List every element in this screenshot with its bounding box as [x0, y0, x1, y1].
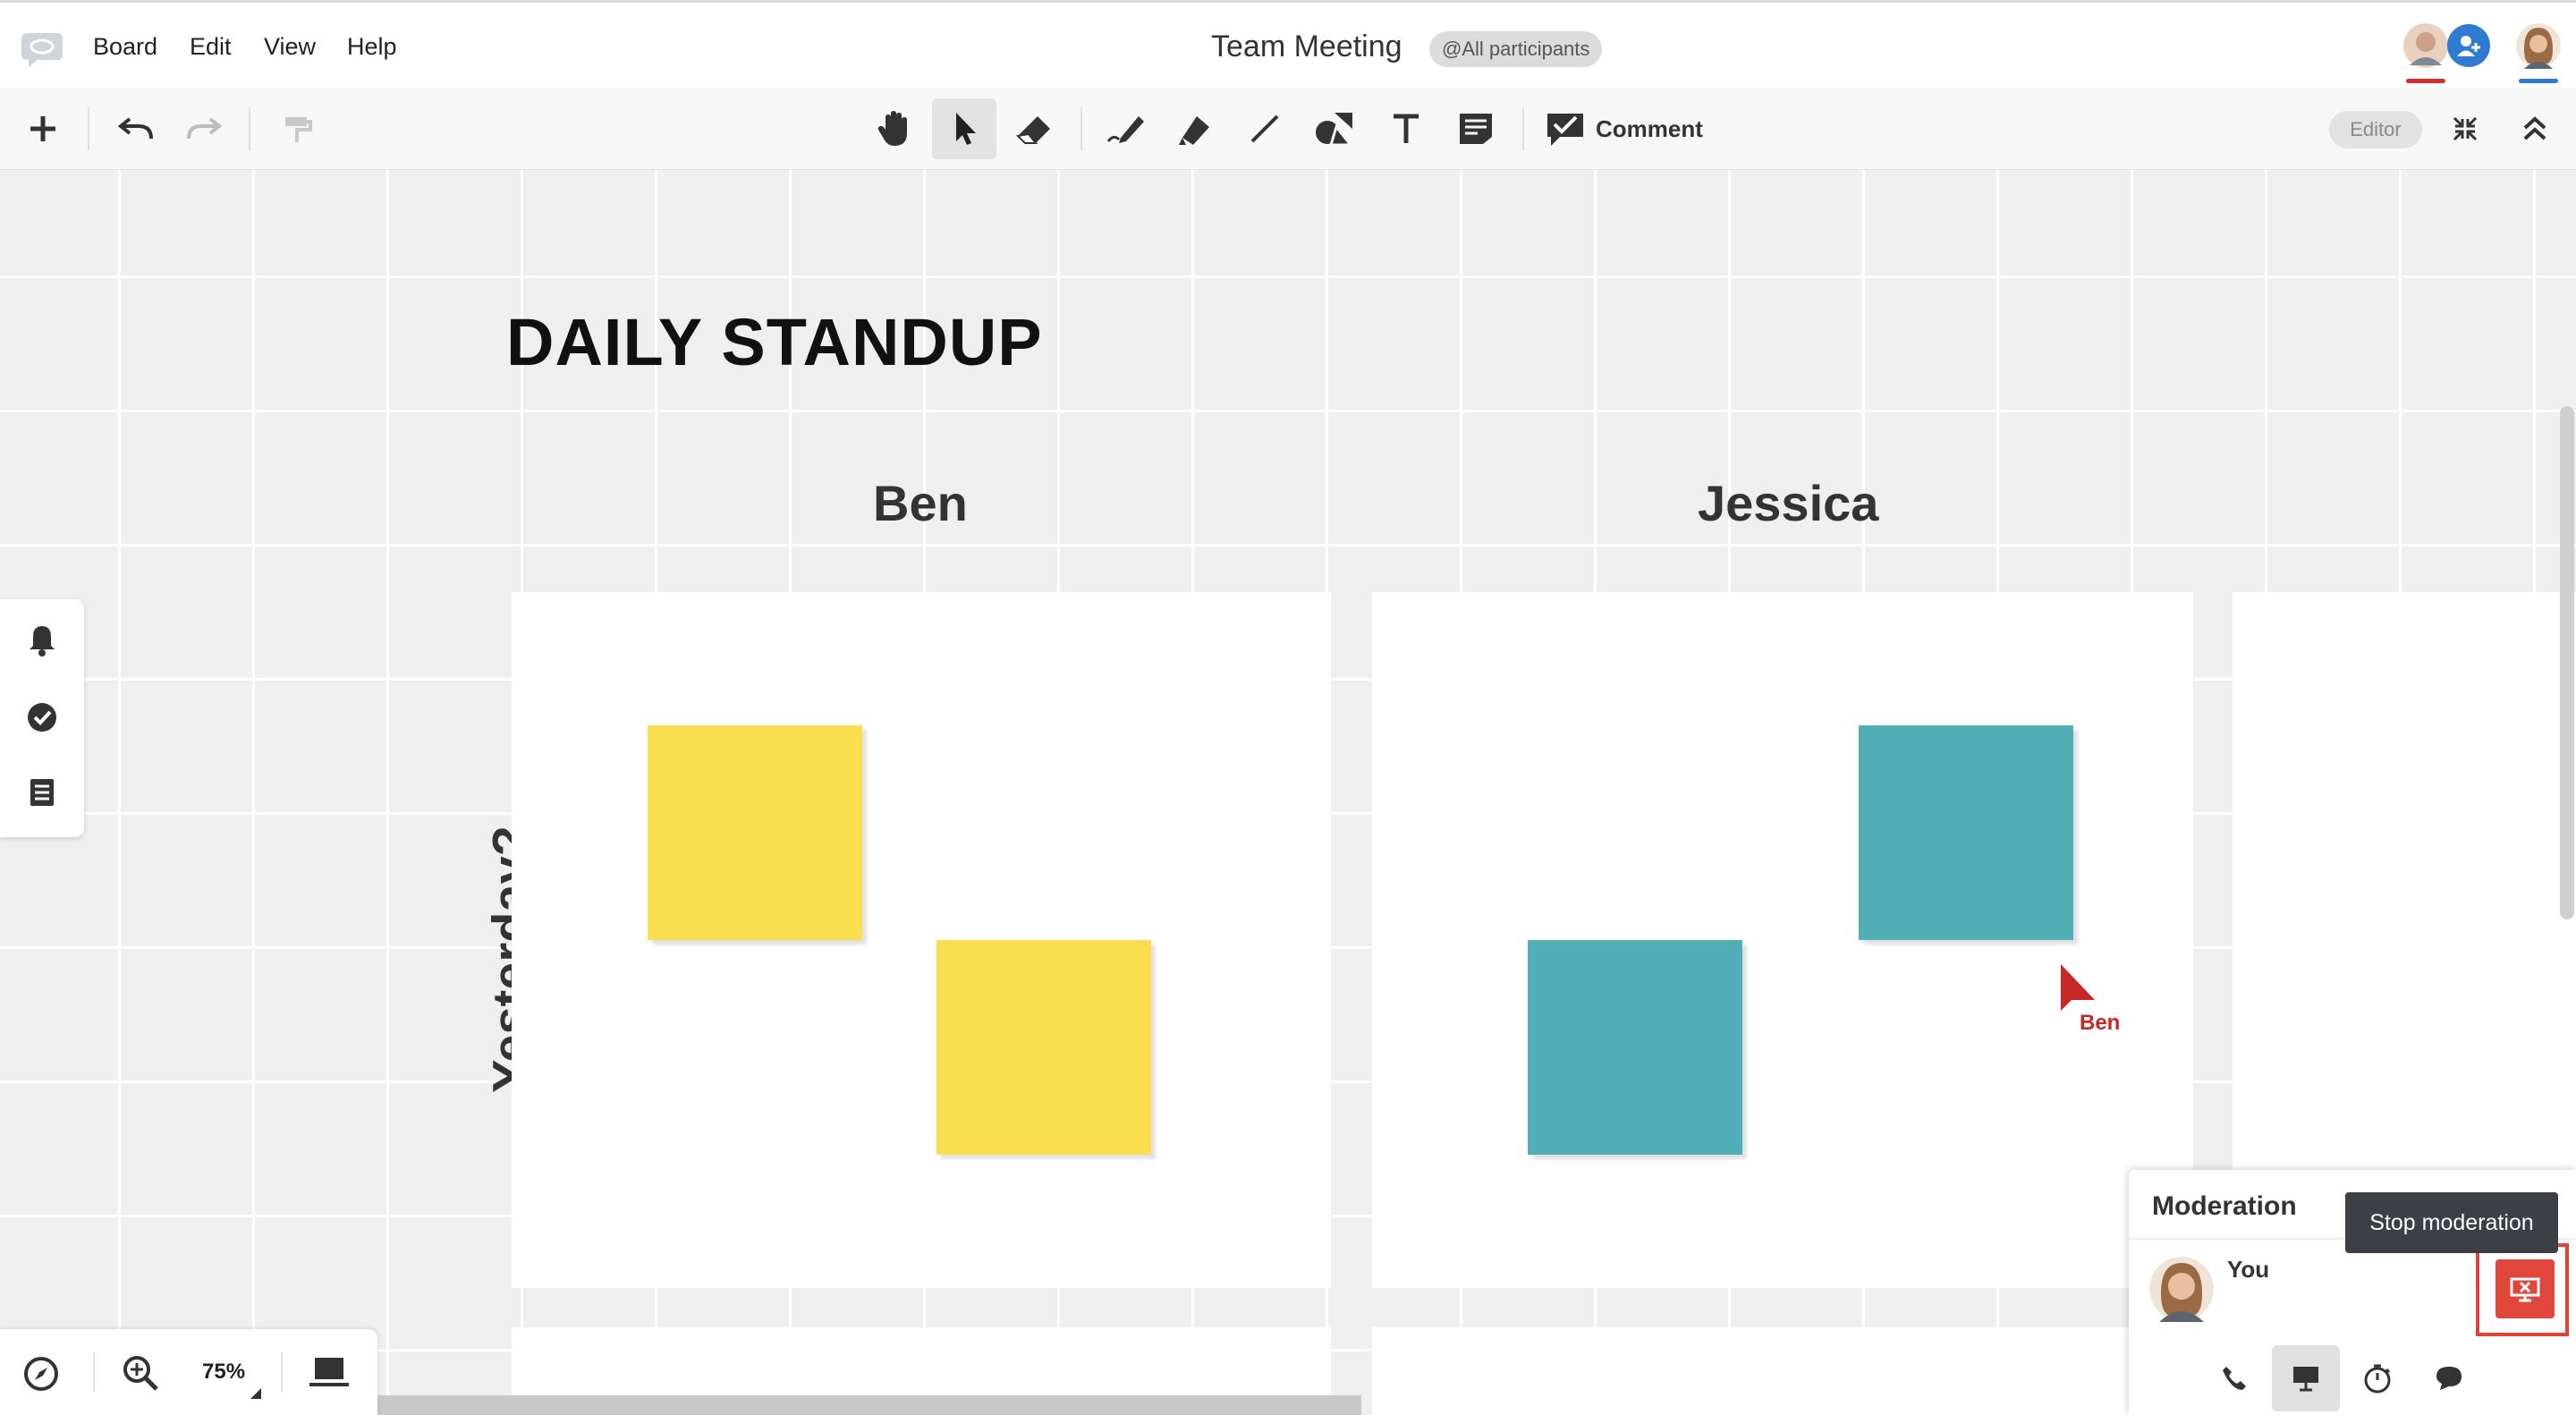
chat-icon [2435, 1365, 2463, 1392]
notes-button[interactable] [24, 775, 60, 810]
text-icon [1391, 113, 1421, 145]
presentation-button[interactable] [2272, 1345, 2340, 1411]
paint-roller-icon [282, 114, 312, 144]
pen-tool[interactable] [1093, 98, 1157, 159]
marker-icon [1177, 111, 1213, 147]
fit-to-screen-button[interactable] [2433, 98, 2497, 159]
moderator-name: You [2227, 1256, 2269, 1284]
vertical-scrollbar-thumb[interactable] [2560, 406, 2574, 919]
sticky-note-icon [1458, 112, 1494, 146]
line-icon [1249, 113, 1281, 145]
remote-cursor-label: Ben [2080, 1011, 2120, 1036]
notifications-button[interactable] [24, 623, 60, 658]
notes-icon [30, 778, 55, 807]
tasks-button[interactable] [24, 699, 60, 735]
comment-tool[interactable] [1533, 98, 1597, 159]
menu-bar: Board Edit View Help Team Meeting @All p… [0, 0, 2576, 88]
sticky-note-yellow[interactable] [936, 940, 1151, 1155]
shape-tool[interactable] [1302, 98, 1367, 159]
panel-ben-yesterday[interactable] [512, 592, 1331, 1288]
compass-icon [23, 1356, 59, 1392]
sticky-note-yellow[interactable] [648, 725, 862, 940]
navigator-button[interactable] [23, 1356, 59, 1392]
text-tool[interactable] [1374, 98, 1438, 159]
collapse-toolbar-button[interactable] [2503, 98, 2567, 159]
undo-button[interactable] [104, 98, 168, 159]
sticky-note-tool[interactable] [1444, 98, 1508, 159]
line-tool[interactable] [1233, 98, 1297, 159]
zoom-bar-divider [93, 1352, 95, 1392]
laptop-icon [309, 1356, 349, 1388]
add-button[interactable] [11, 98, 75, 159]
column-title-jessica[interactable]: Jessica [1698, 474, 1878, 532]
toolbar-divider [1522, 107, 1524, 150]
plus-icon [28, 114, 58, 144]
eraser-icon [1016, 113, 1052, 145]
shapes-icon [1315, 111, 1354, 147]
add-user-icon[interactable] [2447, 24, 2490, 67]
menu-edit[interactable]: Edit [190, 33, 232, 61]
comment-icon [1546, 110, 1585, 148]
side-panel [0, 599, 84, 837]
pointer-icon [951, 111, 978, 147]
redo-button[interactable] [172, 98, 236, 159]
sticky-note-teal[interactable] [1528, 940, 1742, 1155]
stop-moderation-tooltip: Stop moderation [2345, 1192, 2558, 1253]
horizontal-scrollbar-thumb[interactable] [376, 1395, 1361, 1415]
board-title[interactable]: Team Meeting [1211, 30, 1402, 64]
chat-button[interactable] [2415, 1345, 2483, 1411]
redo-icon [185, 115, 223, 142]
menu-help[interactable]: Help [347, 33, 397, 61]
timer-button[interactable] [2343, 1345, 2411, 1411]
hand-tool[interactable] [862, 98, 927, 159]
phone-icon [2221, 1365, 2248, 1392]
marker-tool[interactable] [1163, 98, 1227, 159]
board-heading[interactable]: DAILY STANDUP [506, 304, 1043, 380]
remote-cursor-icon [2059, 962, 2098, 1013]
zoom-in-icon [122, 1354, 159, 1392]
dropdown-corner-icon[interactable] [250, 1388, 261, 1399]
bell-icon [28, 624, 56, 657]
undo-icon [117, 115, 155, 142]
select-tool[interactable] [932, 98, 996, 159]
toolbar-divider [1080, 107, 1082, 150]
zoom-bar: 75% [0, 1329, 377, 1415]
presentation-icon [2292, 1365, 2320, 1392]
zoom-bar-divider [281, 1352, 283, 1392]
app-logo-icon[interactable] [20, 31, 64, 67]
toolbar-divider [249, 107, 250, 150]
collapse-arrows-icon [2452, 115, 2479, 142]
double-chevron-up-icon [2521, 115, 2548, 142]
check-circle-icon [27, 702, 57, 733]
stopwatch-icon [2363, 1363, 2392, 1394]
call-button[interactable] [2200, 1345, 2268, 1411]
toolbar: Comment Editor [0, 88, 2576, 170]
moderator-avatar [2148, 1256, 2215, 1322]
menu-board[interactable]: Board [93, 33, 157, 61]
zoom-level[interactable]: 75% [202, 1360, 245, 1385]
format-painter-button[interactable] [265, 98, 329, 159]
avatar-ben[interactable] [2402, 22, 2449, 83]
highlight-frame [2476, 1243, 2569, 1336]
moderation-title: Moderation [2152, 1191, 2297, 1222]
presentation-mode-button[interactable] [309, 1356, 349, 1388]
role-badge: Editor [2329, 111, 2422, 148]
pen-icon [1105, 111, 1146, 147]
toolbar-divider [88, 107, 89, 150]
comment-label[interactable]: Comment [1596, 115, 1703, 143]
hand-icon [877, 110, 912, 148]
panel-jessica-yesterday[interactable] [1372, 592, 2193, 1288]
participants-chip[interactable]: @All participants [1429, 31, 1602, 67]
zoom-in-button[interactable] [122, 1354, 159, 1392]
menu-view[interactable]: View [264, 33, 316, 61]
avatar-you[interactable] [2515, 22, 2562, 83]
eraser-tool[interactable] [1002, 98, 1066, 159]
panel-jessica-next[interactable] [1372, 1327, 2193, 1415]
column-title-ben[interactable]: Ben [873, 474, 968, 532]
sticky-note-teal[interactable] [1859, 725, 2073, 940]
